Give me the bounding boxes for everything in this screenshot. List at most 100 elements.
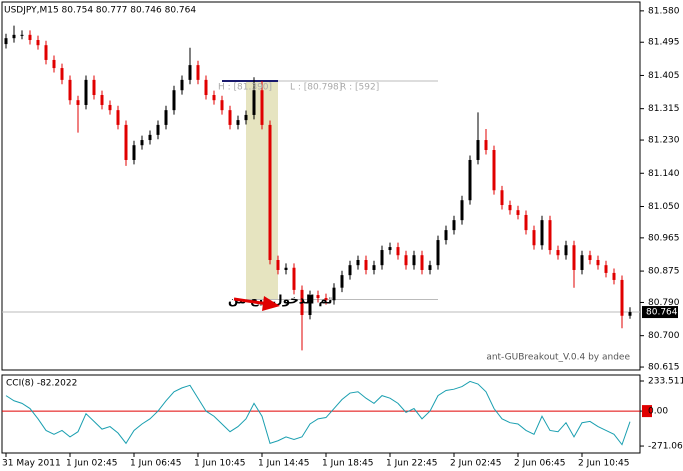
- candle-body: [564, 245, 568, 256]
- arrow-head: [262, 296, 280, 311]
- candle-body: [292, 267, 296, 290]
- x-tick-label: 1 Jun 02:45: [66, 459, 117, 469]
- candle-body: [612, 272, 616, 280]
- candle-body: [252, 90, 256, 115]
- candle-body: [156, 124, 160, 135]
- last-price-label: 80.764: [646, 308, 678, 318]
- candle-body: [492, 150, 496, 191]
- candle-body: [180, 79, 184, 91]
- candle-body: [356, 260, 360, 266]
- candle-body: [348, 265, 352, 276]
- y-tick-label: 81.050: [648, 202, 680, 212]
- candle-body: [516, 210, 520, 215]
- plot-layer: [2, 25, 640, 351]
- candle-body: [324, 298, 328, 301]
- candle-body: [284, 267, 288, 270]
- candle-body: [12, 34, 16, 39]
- y-tick-label: 80.790: [648, 298, 680, 308]
- candle-body: [132, 145, 136, 160]
- y-tick-label: 81.315: [648, 104, 680, 114]
- candle-body: [28, 34, 32, 41]
- indicator-tick-label: -271.065: [648, 442, 683, 452]
- candle-body: [36, 40, 40, 46]
- candle-body: [148, 134, 152, 141]
- candle-body: [268, 124, 272, 261]
- candle-body: [572, 245, 576, 270]
- candle-body: [452, 220, 456, 231]
- candle-body: [196, 65, 200, 80]
- candle-body: [124, 124, 128, 160]
- zero-box: [642, 405, 652, 418]
- x-tick-label: 2 Jun 06:45: [514, 459, 565, 469]
- candle-body: [388, 247, 392, 251]
- x-tick-label: 1 Jun 14:45: [258, 459, 309, 469]
- candle-body: [460, 200, 464, 221]
- candle-body: [260, 90, 264, 125]
- candle-body: [588, 255, 592, 261]
- candle-body: [620, 279, 624, 316]
- candle-body: [140, 140, 144, 146]
- candle-body: [276, 260, 280, 270]
- range-label: R : [592]: [340, 82, 379, 92]
- candle-body: [44, 45, 48, 60]
- candle-body: [468, 159, 472, 201]
- candle-body: [412, 255, 416, 266]
- candle-body: [68, 79, 72, 101]
- last-price-box: [642, 306, 678, 319]
- candle-body: [20, 34, 24, 36]
- y-tick-label: 81.140: [648, 169, 680, 179]
- candle-body: [396, 247, 400, 256]
- candle-body: [116, 110, 120, 125]
- candle-body: [188, 65, 192, 80]
- candle-body: [476, 140, 480, 160]
- candle-body: [604, 265, 608, 273]
- annotation: تم الدخول بيع من: [228, 293, 332, 308]
- candle-body: [220, 100, 224, 111]
- x-tick-label: 1 Jun 10:45: [194, 459, 245, 469]
- y-tick-label: 80.615: [648, 363, 680, 373]
- watermark: ant-GUBreakout_V.0.4 by andee: [486, 353, 630, 363]
- candle-body: [316, 295, 320, 299]
- candle-body: [628, 312, 632, 316]
- y-tick-label: 80.875: [648, 267, 680, 277]
- candle-body: [436, 240, 440, 266]
- arrow-shaft: [233, 297, 269, 306]
- candle-body: [4, 38, 8, 45]
- indicator-tick-label: 233.5117: [648, 376, 683, 386]
- candle-body: [228, 110, 232, 125]
- candle-body: [84, 79, 88, 105]
- candle-body: [340, 275, 344, 288]
- y-tick-label: 81.580: [648, 6, 680, 16]
- main-panel: [1, 1, 641, 371]
- candle-body: [428, 265, 432, 270]
- candle-body: [364, 260, 368, 270]
- candle-body: [524, 214, 528, 231]
- candle-body: [580, 255, 584, 270]
- range-label: H : [81.390]: [218, 82, 272, 92]
- candle-body: [204, 79, 208, 96]
- candle-body: [332, 287, 336, 301]
- candle-body: [420, 255, 424, 270]
- cci-line: [5, 380, 631, 446]
- candle-body: [308, 295, 312, 316]
- candle-body: [92, 79, 96, 96]
- candle-body: [164, 110, 168, 125]
- candle-body: [596, 260, 600, 266]
- candle-body: [556, 250, 560, 256]
- x-tick-label: 2 Jun 02:45: [450, 459, 501, 469]
- x-tick-label: 1 Jun 22:45: [386, 459, 437, 469]
- candle-body: [532, 230, 536, 246]
- candle-body: [76, 100, 80, 105]
- candle-body: [108, 104, 112, 111]
- candle-body: [380, 250, 384, 266]
- candle-body: [404, 255, 408, 266]
- candle-body: [52, 59, 56, 69]
- x-tick-label: 1 Jun 18:45: [322, 459, 373, 469]
- candle-body: [540, 220, 544, 246]
- y-tick-label: 80.700: [648, 331, 680, 341]
- candle-body: [508, 205, 512, 211]
- x-tick-label: 2 Jun 10:45: [578, 459, 629, 469]
- y-tick-label: 80.965: [648, 233, 680, 243]
- candle-body: [244, 114, 248, 121]
